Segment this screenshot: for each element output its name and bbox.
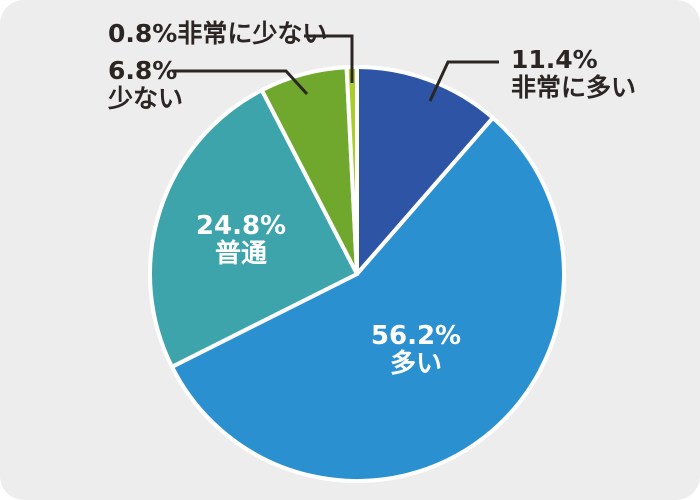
label-very-few-pct: 0.8%: [108, 19, 178, 48]
label-very-few: 0.8%非常に少ない: [108, 20, 327, 48]
label-very-many-name: 非常に多い: [511, 73, 637, 102]
label-very-few-name: 非常に少ない: [177, 19, 328, 48]
label-few-pct: 6.8%: [108, 56, 178, 85]
label-very-many-pct: 11.4%: [511, 45, 598, 74]
label-normal: 24.8% 普通: [161, 212, 321, 268]
label-very-many: 11.4% 非常に多い: [511, 46, 636, 102]
label-few: 6.8% 少ない: [108, 57, 183, 113]
pie-slice-many: [169, 115, 566, 483]
leader-line-very-many: [428, 60, 499, 102]
label-many: 56.2% 多い: [336, 322, 496, 378]
label-few-name: 少ない: [108, 84, 184, 113]
label-normal-name: 普通: [214, 239, 267, 269]
leader-line-very-few: [304, 34, 354, 83]
label-many-pct: 56.2%: [370, 321, 462, 351]
pie-slices: [147, 64, 566, 483]
pie-slice-very-many: [355, 65, 495, 276]
label-many-name: 多い: [389, 349, 442, 379]
label-normal-pct: 24.8%: [195, 211, 287, 241]
leader-line-few: [172, 69, 309, 96]
pie-slice-normal: [147, 88, 359, 369]
